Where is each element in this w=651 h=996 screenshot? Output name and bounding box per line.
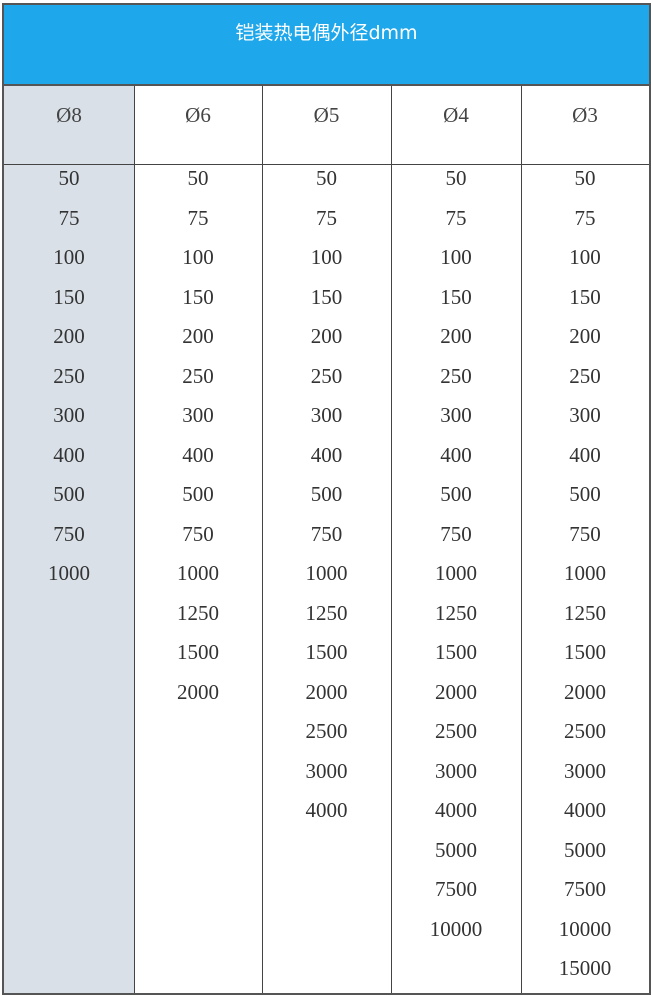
table-cell: 100: [569, 245, 601, 269]
column-header: Ø5: [262, 86, 391, 165]
table-cell: 2500: [564, 719, 606, 743]
table-cell: 200: [53, 324, 85, 348]
table-cell: 1500: [177, 640, 219, 664]
table-cell: 1250: [435, 600, 477, 625]
table-cell: 300: [310, 403, 343, 427]
table-cell: 1000: [435, 561, 477, 585]
table-cell: 1000: [564, 561, 606, 585]
table-cell: 250: [53, 363, 85, 388]
table-column: Ø3 50 75 100 150 200 250 300 400 500 750 1000 1250 15…: [521, 86, 649, 993]
table-cell: 7500: [435, 877, 477, 901]
table-cell: 400: [182, 442, 214, 467]
table-cell: 1250: [564, 600, 606, 625]
table-cell: 750: [569, 521, 601, 546]
table-cell: 300: [53, 403, 85, 427]
table-cell: 75: [187, 205, 209, 230]
table-cell: 1500: [564, 640, 606, 664]
table-cell: 250: [310, 363, 343, 388]
column-header: Ø6: [134, 86, 262, 165]
table-cell: 100: [182, 245, 214, 269]
column-header: Ø8: [4, 86, 134, 165]
table-column: Ø6 50 75 100 150 200 250 300 400 500 750 1000 1250 15…: [134, 86, 263, 993]
table-cell: 500: [53, 482, 85, 506]
table-cell: 50: [187, 166, 209, 190]
table-cell: 750: [440, 521, 472, 546]
table-cell: 300: [440, 403, 472, 427]
table-cell: 50: [445, 166, 467, 190]
table-cell: 75: [58, 205, 80, 230]
table-cell: 200: [440, 324, 472, 348]
table-title: 铠装热电偶外径dmm: [4, 5, 649, 86]
table-cell: 2000: [435, 679, 477, 704]
table-cell: 500: [182, 482, 214, 506]
table-cell: 1500: [435, 640, 477, 664]
table-cell: 3000: [305, 758, 348, 783]
table-cell: 150: [569, 284, 601, 309]
table-cell: 250: [182, 363, 214, 388]
table-cell: 50: [58, 166, 80, 190]
table-cell: 150: [440, 284, 472, 309]
table-cell: 300: [569, 403, 601, 427]
table-cell: 15000: [558, 956, 612, 980]
table-cell: 50: [316, 166, 337, 190]
table-cell: 50: [574, 166, 596, 190]
table-cell: 2000: [305, 679, 348, 704]
table-cell: 5000: [435, 837, 477, 862]
table-cell: 1500: [305, 640, 348, 664]
table-cell: 2500: [435, 719, 477, 743]
table-cell: 750: [53, 521, 85, 546]
table-column: Ø8 50 75 100 150 200 250 300 400 500 750 1000: [4, 86, 135, 993]
table-cell: 10000: [558, 916, 612, 941]
table-cell: 400: [440, 442, 472, 467]
table-cell: 75: [316, 205, 337, 230]
table-cell: 3000: [564, 758, 606, 783]
table-cell: 2000: [177, 679, 219, 704]
table-cell: 5000: [564, 837, 606, 862]
table-cell: 200: [569, 324, 601, 348]
diameter-length-table: 铠装热电偶外径dmm Ø8 50 75 100 150 200 250 300 400 500 75…: [2, 3, 651, 995]
table-cell: 250: [569, 363, 601, 388]
table-cell: 75: [445, 205, 467, 230]
table-cell: 750: [182, 521, 214, 546]
column-header: Ø4: [391, 86, 521, 165]
table-cell: 400: [569, 442, 601, 467]
table-cell: 100: [310, 245, 343, 269]
table-cell: 300: [182, 403, 214, 427]
table-cell: 1250: [305, 600, 348, 625]
column-header: Ø3: [521, 86, 649, 165]
table-column: Ø4 50 75 100 150 200 250 300 400 500 750 1000 1250 15…: [391, 86, 522, 993]
table-cell: 1250: [177, 600, 219, 625]
table-cell: 1000: [305, 561, 348, 585]
table-cell: 3000: [435, 758, 477, 783]
table-column: Ø5 50 75 100 150 200 250 300 400 500 750 1000 1250 15…: [262, 86, 392, 993]
table-cell: 4000: [435, 798, 477, 822]
table-cell: 150: [53, 284, 85, 309]
table-cell: 75: [574, 205, 596, 230]
table-cell: 2500: [305, 719, 348, 743]
table-cell: 200: [182, 324, 214, 348]
table-cell: 7500: [564, 877, 606, 901]
table-cell: 400: [53, 442, 85, 467]
table-cell: 100: [440, 245, 472, 269]
table-cell: 1000: [177, 561, 219, 585]
table-cell: 4000: [564, 798, 606, 822]
table-cell: 10000: [429, 916, 483, 941]
table-cell: 2000: [564, 679, 606, 704]
table-cell: 200: [310, 324, 343, 348]
table-cell: 500: [440, 482, 472, 506]
table-cell: 4000: [305, 798, 348, 822]
table-cell: 150: [182, 284, 214, 309]
table-cell: 150: [310, 284, 343, 309]
table-cell: 400: [310, 442, 343, 467]
table-cell: 250: [440, 363, 472, 388]
table-cell: 100: [53, 245, 85, 269]
table-cell: 1000: [48, 561, 90, 585]
table-cell: 500: [569, 482, 601, 506]
table-cell: 750: [310, 521, 343, 546]
table-cell: 500: [310, 482, 343, 506]
